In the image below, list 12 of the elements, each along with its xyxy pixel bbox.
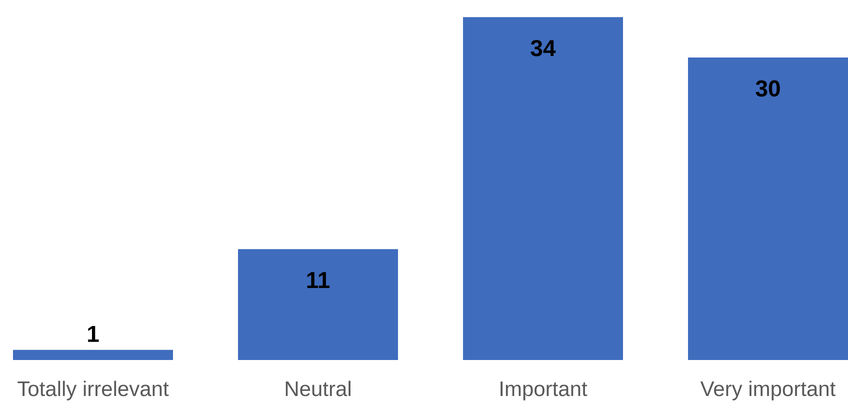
data-label: 11 [307,272,330,288]
x-tick-label: Important [500,382,588,400]
x-tick-label: Totally irrelevant [18,380,169,400]
bar [463,17,624,360]
data-label: 30 [756,80,780,97]
bar [238,249,398,360]
bar [13,350,174,360]
x-tick-label: Very important [700,380,836,400]
x-tick-label: Neutral [286,380,350,396]
data-label: 34 [530,40,556,56]
data-label: 1 [88,326,99,342]
bar [688,57,848,360]
